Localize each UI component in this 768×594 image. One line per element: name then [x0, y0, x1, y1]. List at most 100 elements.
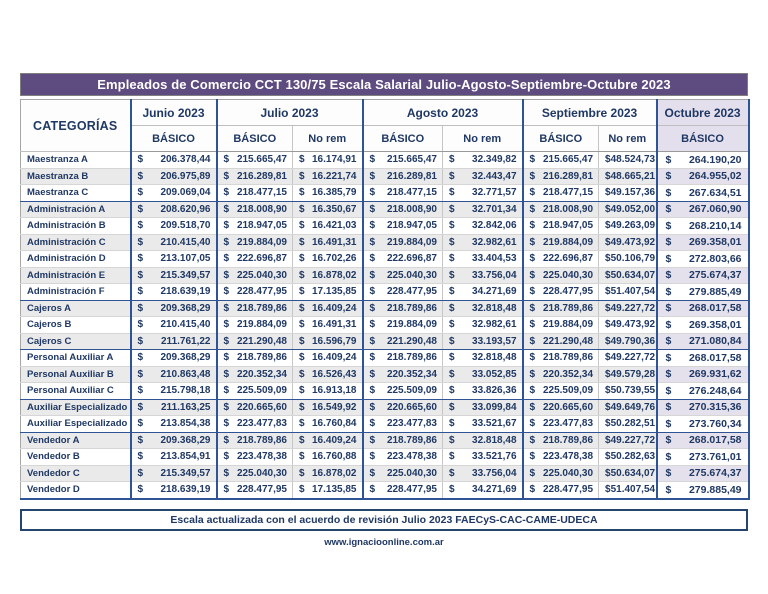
- month-header-julio: Julio 2023: [215, 99, 363, 126]
- value-cell: $17.135,85: [292, 283, 363, 301]
- value-cell: $221.290,48: [361, 333, 443, 350]
- currency-symbol: $: [223, 203, 230, 215]
- amount: 215.798,18: [160, 385, 211, 397]
- currency-symbol: $: [605, 236, 611, 248]
- currency-symbol: $: [299, 253, 305, 265]
- value-cell: $225.509,09: [521, 382, 599, 400]
- amount: 220.665,60: [386, 401, 437, 413]
- currency-symbol: $: [529, 352, 536, 364]
- amount: 225.509,09: [386, 385, 437, 397]
- value-cell: $215.349,57: [129, 465, 217, 482]
- amount: 223.477,83: [542, 418, 594, 430]
- amount: 33.099,84: [472, 401, 517, 413]
- value-cell: $16.596,79: [292, 333, 363, 350]
- website-url: www.ignacioonline.com.ar: [324, 536, 444, 548]
- amount: 223.478,38: [236, 451, 287, 463]
- currency-symbol: $: [369, 385, 376, 397]
- categories-header: CATEGORÍAS: [20, 99, 131, 152]
- amount: 223.477,83: [386, 418, 437, 430]
- value-cell: $267.060,90: [655, 201, 749, 218]
- currency-symbol: $: [449, 401, 455, 413]
- amount: 49.473,92: [610, 236, 656, 248]
- currency-symbol: $: [449, 467, 455, 479]
- value-cell: $16.491,31: [292, 316, 363, 334]
- currency-symbol: $: [529, 236, 536, 248]
- amount: 210.415,40: [160, 236, 211, 248]
- amount: 16.878,02: [312, 467, 357, 479]
- value-cell: $16.549,92: [292, 399, 363, 416]
- amount: 225.040,30: [386, 467, 437, 479]
- amount: 275.674,37: [688, 467, 742, 480]
- currency-symbol: $: [449, 286, 455, 298]
- amount: 218.947,05: [386, 220, 437, 232]
- table-row: Administración C $210.415,40 $219.884,09 $1…: [20, 234, 749, 251]
- value-cell: $33.052,85: [441, 366, 523, 383]
- amount: 50.282,63: [610, 451, 656, 463]
- category-cell: Maestranza A: [20, 151, 131, 169]
- month-header-junio: Junio 2023: [129, 99, 217, 126]
- currency-symbol: $: [369, 220, 376, 232]
- value-cell: $215.665,47: [521, 151, 599, 169]
- currency-symbol: $: [369, 236, 376, 248]
- value-cell: $220.665,60: [521, 399, 599, 416]
- salary-sheet: Empleados de Comercio CCT 130/75 Escala …: [20, 73, 750, 548]
- amount: 222.696,87: [386, 253, 437, 265]
- currency-symbol: $: [449, 236, 455, 248]
- subheader-row: BÁSICO BÁSICO No rem BÁSICO No rem BÁSIC…: [21, 125, 749, 152]
- table-row: Maestranza C $209.069,04 $218.477,15 $16.38…: [20, 184, 749, 202]
- value-cell: $16.409,24: [292, 432, 363, 449]
- amount: 32.771,57: [472, 187, 517, 199]
- value-cell: $16.385,79: [292, 184, 363, 202]
- amount: 16.491,31: [312, 319, 357, 331]
- value-cell: $218.789,86: [361, 349, 443, 367]
- value-cell: $215.665,47: [361, 151, 443, 169]
- currency-symbol: $: [449, 484, 455, 496]
- amount: 16.174,91: [312, 154, 357, 166]
- amount: 213.854,38: [160, 418, 211, 430]
- value-cell: $228.477,95: [215, 481, 293, 499]
- amount: 32.818,48: [472, 302, 517, 314]
- currency-symbol: $: [223, 319, 230, 331]
- amount: 16.549,92: [312, 401, 357, 413]
- amount: 225.040,30: [236, 269, 287, 281]
- amount: 218.789,86: [386, 434, 437, 446]
- value-cell: $50.282,51: [598, 415, 657, 433]
- currency-symbol: $: [137, 352, 144, 364]
- amount: 219.884,09: [542, 236, 594, 248]
- amount: 220.665,60: [236, 401, 287, 413]
- subheader-junio-basico: BÁSICO: [129, 125, 217, 152]
- value-cell: $225.040,30: [361, 465, 443, 482]
- currency-symbol: $: [137, 434, 144, 446]
- amount: 17.135,85: [312, 484, 357, 496]
- amount: 269.358,01: [688, 318, 742, 331]
- amount: 218.947,05: [542, 220, 594, 232]
- value-cell: $16.760,88: [292, 448, 363, 466]
- table-row: Administración D $213.107,05 $222.696,87 $1…: [20, 250, 749, 268]
- value-cell: $218.789,86: [361, 300, 443, 317]
- value-cell: $219.884,09: [215, 316, 293, 334]
- value-cell: $218.947,05: [361, 217, 443, 235]
- amount: 221.290,48: [236, 335, 287, 347]
- amount: 228.477,95: [542, 286, 594, 298]
- value-cell: $219.884,09: [215, 234, 293, 251]
- amount: 49.579,28: [610, 368, 656, 380]
- category-cell: Administración F: [20, 283, 131, 301]
- currency-symbol: $: [223, 253, 230, 265]
- amount: 223.477,83: [236, 418, 287, 430]
- subheader-agosto-basico: BÁSICO: [361, 125, 443, 152]
- currency-symbol: $: [529, 368, 536, 380]
- value-cell: $264.190,20: [655, 151, 749, 169]
- currency-symbol: $: [449, 451, 455, 463]
- table-row: Vendedor C $215.349,57 $225.040,30 $16.878,…: [20, 465, 749, 482]
- currency-symbol: $: [665, 417, 672, 430]
- amount: 218.789,86: [236, 434, 287, 446]
- category-cell: Vendedor D: [20, 481, 131, 499]
- currency-symbol: $: [529, 203, 536, 215]
- value-cell: $276.248,64: [655, 382, 749, 400]
- value-cell: $268.017,58: [655, 349, 749, 367]
- category-cell: Administración B: [20, 217, 131, 235]
- amount: 225.509,09: [236, 385, 287, 397]
- value-cell: $272.803,66: [655, 250, 749, 268]
- currency-symbol: $: [605, 335, 611, 347]
- value-cell: $223.477,83: [215, 415, 293, 433]
